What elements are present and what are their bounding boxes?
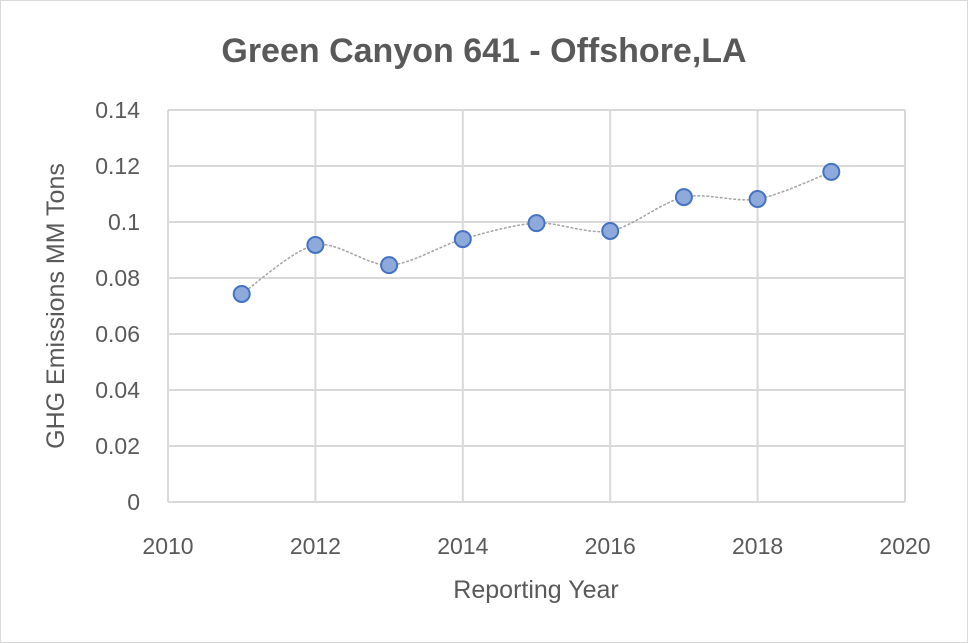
gridlines [167,109,906,503]
x-axis-label: Reporting Year [453,576,618,604]
x-axis-ticks: 2010 2012 2014 2016 2018 2020 [142,533,930,559]
x-tick-label: 2014 [437,533,488,559]
x-tick-label: 2016 [585,533,636,559]
y-tick-label: 0 [127,489,140,515]
chart-title: Green Canyon 641 - Offshore,LA [221,32,746,70]
data-point [601,221,620,240]
data-point [822,162,841,181]
y-tick-label: 0.06 [95,321,140,347]
data-point [380,256,399,275]
y-tick-label: 0.04 [95,377,140,403]
data-point [527,214,546,233]
x-tick-label: 2020 [879,533,930,559]
y-tick-label: 0.14 [95,97,140,123]
data-point [232,284,251,303]
y-tick-label: 0.08 [95,265,140,291]
series-line [240,171,833,295]
data-point [306,235,325,254]
x-tick-label: 2018 [732,533,783,559]
y-axis-label: GHG Emissions MM Tons [42,163,70,449]
data-points [232,162,841,303]
x-tick-label: 2012 [290,533,341,559]
data-point [674,188,693,207]
data-point [453,230,472,249]
y-tick-label: 0.12 [95,153,140,179]
x-tick-label: 2010 [142,533,193,559]
data-point [748,190,767,209]
y-tick-label: 0.1 [108,209,140,235]
y-tick-label: 0.02 [95,433,140,459]
y-axis-ticks: 0 0.02 0.04 0.06 0.08 0.1 0.12 0.14 [95,97,140,515]
